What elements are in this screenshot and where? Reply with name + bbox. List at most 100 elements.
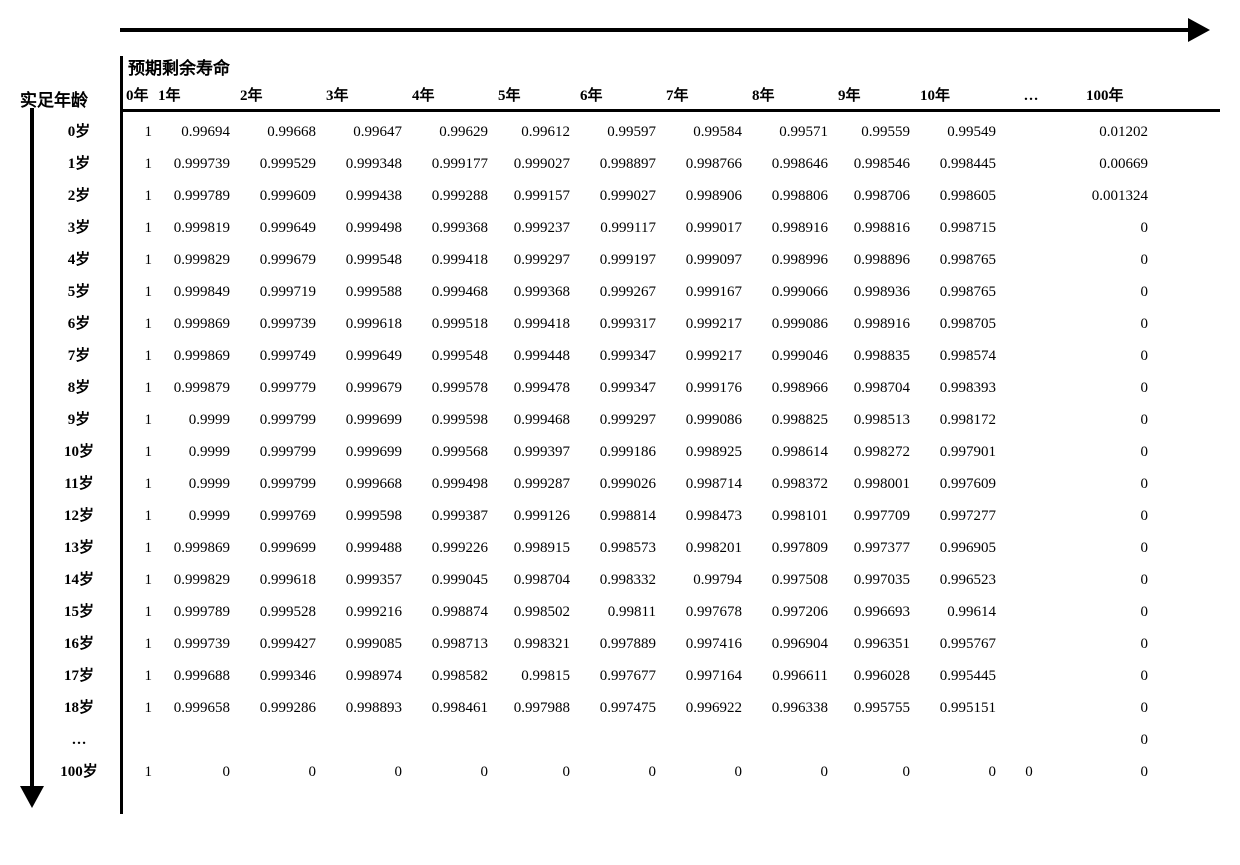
column-header: … <box>1002 88 1062 105</box>
table-cell: 0 <box>1062 276 1154 308</box>
table-cell: 0.99597 <box>576 116 662 148</box>
table-cell: 1 <box>124 404 154 436</box>
table-cell: 0.999387 <box>408 500 494 532</box>
table-cell: 0.999286 <box>236 692 322 724</box>
table-cell: 0.998966 <box>748 372 834 404</box>
column-axis-label: 预期剩余寿命 <box>128 54 230 79</box>
table-cell: 0.999869 <box>154 532 236 564</box>
table-cell: 0.999799 <box>236 404 322 436</box>
column-headers: 0年1年2年3年4年5年6年7年8年9年10年…100年 <box>124 84 1154 108</box>
table-cell: 0 <box>236 756 322 788</box>
table-cell: 0 <box>1062 724 1154 756</box>
table-cell: 0.99614 <box>916 596 1002 628</box>
column-header: 5年 <box>494 84 576 105</box>
column-header: 2年 <box>236 84 322 105</box>
table-cell: 0 <box>494 756 576 788</box>
table-cell: 0.995767 <box>916 628 1002 660</box>
table-cell: 0.998372 <box>748 468 834 500</box>
column-header: 9年 <box>834 84 916 105</box>
table-cell: 0.996904 <box>748 628 834 660</box>
table-cell: 0.999418 <box>494 308 576 340</box>
column-header: 0年 <box>124 84 154 105</box>
table-cell: 0.998925 <box>662 436 748 468</box>
table-cell: 1 <box>124 340 154 372</box>
table-row: 10.99990.9997990.9996990.9995980.9994680… <box>124 404 1154 436</box>
table-cell: 1 <box>124 276 154 308</box>
column-header: 10年 <box>916 84 1002 105</box>
table-cell: 1 <box>124 660 154 692</box>
table-cell: 0.999346 <box>236 660 322 692</box>
table-cell: 0.999368 <box>494 276 576 308</box>
table-row: 10.9998690.9997490.9996490.9995480.99944… <box>124 340 1154 372</box>
table-cell: 0.998573 <box>576 532 662 564</box>
table-cell: 0.99668 <box>236 116 322 148</box>
table-cell: 1 <box>124 308 154 340</box>
table-cell: 0 <box>1002 756 1062 788</box>
table-cell: 0.999026 <box>576 468 662 500</box>
table-cell: 0.999739 <box>154 148 236 180</box>
table-cell: 0 <box>662 756 748 788</box>
table-cell: 0.997809 <box>748 532 834 564</box>
row-header: 1岁 <box>40 148 118 180</box>
table-cell: 0.999438 <box>322 180 408 212</box>
column-header: 6年 <box>576 84 662 105</box>
table-cell: 0.999197 <box>576 244 662 276</box>
table-cell: 0.999086 <box>662 404 748 436</box>
table-cell: 1 <box>124 564 154 596</box>
table-cell: 1 <box>124 148 154 180</box>
table-cell: 0.999177 <box>408 148 494 180</box>
table-cell: 0.999649 <box>322 340 408 372</box>
table-row: 10.99990.9997990.9996680.9994980.9992870… <box>124 468 1154 500</box>
table-cell: 0.999348 <box>322 148 408 180</box>
table-cell: 0.998704 <box>494 564 576 596</box>
table-cell: 0.998172 <box>916 404 1002 436</box>
table-cell: 0.998332 <box>576 564 662 596</box>
header-separator-horizontal <box>120 109 1220 112</box>
table-cell: 0.999357 <box>322 564 408 596</box>
table-cell: 0.999027 <box>494 148 576 180</box>
table-cell: 0.998646 <box>748 148 834 180</box>
table-cell: 1 <box>124 212 154 244</box>
column-axis-arrow <box>120 18 1210 42</box>
table-cell: 0.999085 <box>322 628 408 660</box>
table-cell: 0.998765 <box>916 244 1002 276</box>
table-cell: 0.998874 <box>408 596 494 628</box>
table-row: 10.996940.996680.996470.996290.996120.99… <box>124 116 1154 148</box>
table-cell: 0 <box>1062 436 1154 468</box>
table-cell: 0.999618 <box>322 308 408 340</box>
table-cell: 0.997678 <box>662 596 748 628</box>
table-cell: 0.999045 <box>408 564 494 596</box>
table-cell: 0.999578 <box>408 372 494 404</box>
column-header: 7年 <box>662 84 748 105</box>
table-cell: 0.997475 <box>576 692 662 724</box>
table-cell: 0.999017 <box>662 212 748 244</box>
row-header: 10岁 <box>40 436 118 468</box>
table-cell: 0 <box>1062 564 1154 596</box>
row-axis-label: 实足年龄 <box>20 86 100 111</box>
table-cell: 0.998706 <box>834 180 916 212</box>
table-cell: 0.998473 <box>662 500 748 532</box>
row-header: 15岁 <box>40 596 118 628</box>
table-cell: 0.998916 <box>834 308 916 340</box>
row-header: 11岁 <box>40 468 118 500</box>
table-cell: 0 <box>1062 532 1154 564</box>
table-cell: 0.999789 <box>154 180 236 212</box>
table-cell: 0.9999 <box>154 436 236 468</box>
table-cell: 0.998906 <box>662 180 748 212</box>
table-cell: 0.999739 <box>154 628 236 660</box>
table-cell: 1 <box>124 468 154 500</box>
table-cell: 0.998916 <box>748 212 834 244</box>
table-cell: 0.99629 <box>408 116 494 148</box>
table-cell: 0.999216 <box>322 596 408 628</box>
table-cell: 1 <box>124 372 154 404</box>
table-cell: 0.999448 <box>494 340 576 372</box>
table-cell: 0.999749 <box>236 340 322 372</box>
table-cell: 1 <box>124 628 154 660</box>
table-cell: 0.999829 <box>154 244 236 276</box>
row-headers: 0岁1岁2岁3岁4岁5岁6岁7岁8岁9岁10岁11岁12岁13岁14岁15岁16… <box>40 116 118 788</box>
table-cell: 0.998974 <box>322 660 408 692</box>
row-header: 16岁 <box>40 628 118 660</box>
table-cell: 0.997206 <box>748 596 834 628</box>
table-cell: 0.999699 <box>322 404 408 436</box>
table-cell: 0.997035 <box>834 564 916 596</box>
